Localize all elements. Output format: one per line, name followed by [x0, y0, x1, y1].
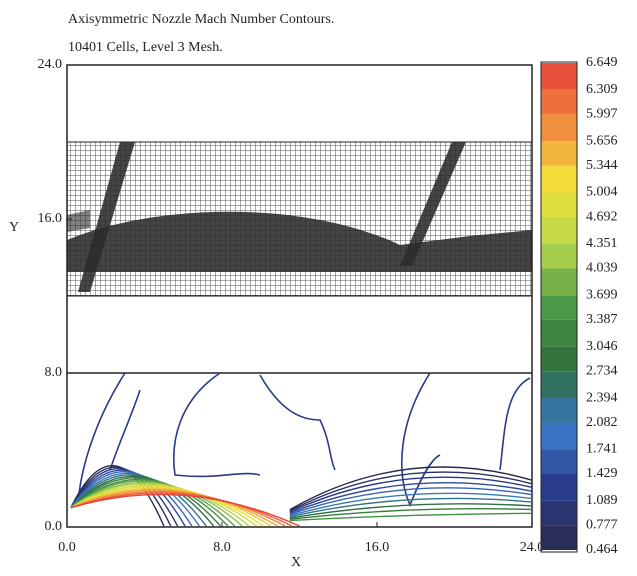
colorbar-band	[541, 165, 577, 193]
plot-frame	[66, 64, 533, 528]
contour-line	[70, 466, 533, 527]
contour-line	[70, 474, 533, 527]
colorbar-label: 2.394	[586, 390, 618, 405]
colorbar-band	[541, 422, 577, 450]
colorbar-band	[541, 243, 577, 269]
colorbar-label: 0.464	[586, 542, 618, 557]
contour-line	[70, 490, 286, 527]
colorbar-label: 3.387	[586, 312, 618, 327]
x-tick-label: 24.0	[520, 540, 545, 555]
contour-line	[70, 489, 279, 527]
contour-line	[70, 486, 264, 527]
x-tick-label: 16.0	[365, 540, 390, 555]
colorbar-band	[541, 217, 577, 244]
colorbar-band	[541, 449, 577, 475]
colorbar-band	[541, 141, 577, 166]
colorbar-label: 1.741	[586, 442, 618, 457]
colorbar-label: 2.734	[586, 363, 618, 378]
contour-line	[70, 492, 293, 527]
colorbar-band	[541, 398, 577, 423]
contour-line	[70, 472, 533, 527]
colorbar-label: 4.351	[586, 236, 618, 251]
colorbar-band	[541, 525, 577, 550]
y-tick-label: 0.0	[45, 519, 63, 534]
colorbar-band	[541, 371, 577, 399]
colorbar-label: 1.429	[586, 466, 618, 481]
mesh	[66, 141, 533, 297]
y-tick-label: 16.0	[38, 211, 63, 226]
x-tick-label: 8.0	[213, 540, 231, 555]
colorbar-label: 6.649	[586, 55, 618, 70]
colorbar-band	[541, 114, 577, 142]
colorbar-label: 4.039	[586, 261, 618, 276]
contour-line	[70, 487, 272, 527]
x-tick-label: 0.0	[58, 540, 76, 555]
colorbar-band	[541, 89, 577, 115]
contour-line	[70, 477, 533, 527]
y-tick-label: 24.0	[38, 57, 63, 72]
colorbar-band	[541, 500, 577, 526]
colorbar-band	[541, 63, 577, 90]
colorbar-band	[541, 295, 577, 320]
contour-line	[70, 465, 533, 527]
chart-title: Axisymmetric Nozzle Mach Number Contours…	[68, 12, 334, 27]
contour-line	[70, 468, 533, 527]
colorbar-band	[541, 346, 577, 372]
colorbar-band	[541, 319, 577, 347]
colorbar-band	[541, 474, 577, 501]
contour-line	[70, 478, 533, 527]
colorbar-label: 4.692	[586, 209, 618, 224]
colorbar-label: 5.656	[586, 133, 618, 148]
colorbar-label: 5.997	[586, 107, 618, 122]
colorbar-band	[541, 192, 577, 218]
colorbar-label: 3.046	[586, 339, 618, 354]
y-tick-label: 8.0	[45, 365, 63, 380]
colorbar-band	[541, 268, 577, 296]
colorbar-label: 1.089	[586, 493, 618, 508]
contour-line	[70, 483, 250, 527]
chart-subtitle: 10401 Cells, Level 3 Mesh.	[68, 40, 223, 55]
colorbar-label: 0.777	[586, 518, 618, 533]
contour-line	[70, 480, 236, 527]
y-axis-label: Y	[9, 220, 19, 235]
contour-line	[70, 471, 533, 527]
contour-line	[70, 469, 533, 527]
contour-line	[70, 481, 243, 527]
colorbar-label: 6.309	[586, 82, 618, 97]
colorbar-label: 3.699	[586, 287, 618, 302]
contour-line	[70, 493, 300, 527]
contour-line	[70, 475, 533, 527]
colorbar-label: 5.004	[586, 185, 618, 200]
colorbar-label: 5.344	[586, 158, 618, 173]
x-axis-label: X	[291, 555, 301, 570]
contour-line	[70, 484, 258, 527]
colorbar-label: 2.082	[586, 415, 618, 430]
colorbar-frame	[540, 61, 578, 553]
